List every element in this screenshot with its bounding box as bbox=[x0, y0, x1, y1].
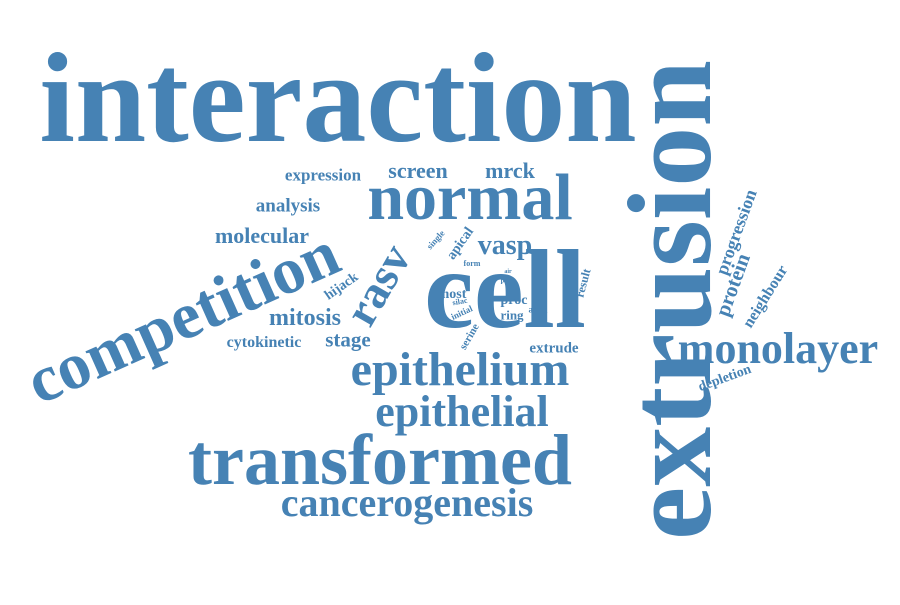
word-form: form bbox=[463, 259, 481, 268]
word-vasp: vasp bbox=[477, 230, 533, 261]
word-screen: screen bbox=[388, 158, 448, 183]
word-most: most bbox=[437, 287, 467, 302]
word-cytokinetic: cytokinetic bbox=[226, 334, 302, 351]
word-cell: cell bbox=[424, 228, 586, 352]
word-epithelium: epithelium bbox=[350, 343, 570, 396]
word-expression: expression bbox=[284, 165, 362, 185]
word-stage: stage bbox=[325, 327, 371, 352]
word-cancerogenesis: cancerogenesis bbox=[280, 480, 534, 525]
word-analysis: analysis bbox=[255, 195, 321, 217]
word-extrusion: extrusion bbox=[603, 60, 736, 540]
word-ring: ring bbox=[500, 307, 524, 323]
word-interaction: interaction bbox=[39, 27, 637, 169]
word-air: air bbox=[504, 269, 512, 275]
word-molecular: molecular bbox=[214, 223, 310, 248]
word-mitosis: mitosis bbox=[269, 305, 341, 331]
word-proc: proc bbox=[500, 293, 528, 308]
word-mrck: mrck bbox=[485, 158, 535, 183]
word-epithelial: epithelial bbox=[375, 387, 549, 436]
word-actin: actin bbox=[528, 304, 548, 315]
word-monolayer: monolayer bbox=[677, 324, 879, 373]
word-normal: normal bbox=[367, 161, 573, 234]
word-extrude: extrude bbox=[529, 340, 579, 357]
word-part: part bbox=[500, 276, 514, 285]
word-transformed: transformed bbox=[188, 420, 572, 500]
